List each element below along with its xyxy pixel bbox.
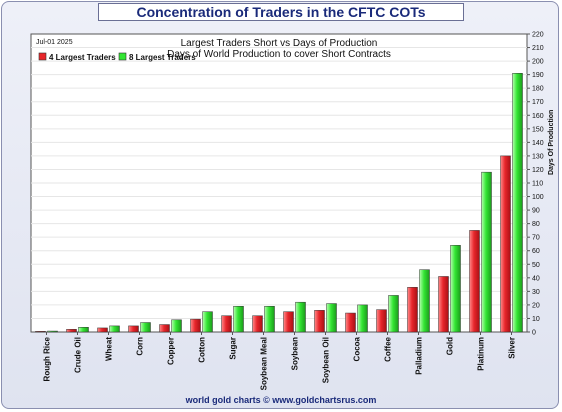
chart-subtitle-2: Days of World Production to cover Short … (167, 49, 391, 60)
legend-swatch-2 (118, 52, 127, 61)
y-tick-label: 140 (532, 140, 544, 147)
bar-top4-corn (128, 325, 139, 333)
x-tick-label: Copper (167, 337, 176, 365)
y-tick-label: 130 (532, 153, 544, 160)
y-tick-label: 120 (532, 167, 544, 174)
bar-top8-rough-rice (47, 330, 58, 333)
bar-top4-coffee (376, 309, 387, 333)
bar-top8-silver (512, 73, 523, 333)
bar-top4-rough-rice (35, 331, 46, 333)
legend-label-2: 8 Largest Traders (129, 53, 196, 62)
bar-top4-cotton (190, 318, 201, 333)
y-tick-label: 150 (532, 126, 544, 133)
bar-top8-palladium (419, 269, 430, 333)
x-tick-label: Coffee (384, 336, 393, 361)
y-tick-label: 200 (532, 59, 544, 66)
bar-top8-sugar (233, 306, 244, 333)
y-tick-label: 50 (532, 262, 540, 269)
y-tick-label: 210 (532, 45, 544, 52)
bar-top4-wheat (97, 327, 108, 333)
x-tick-label: Silver (508, 337, 517, 359)
bar-top8-soybean (295, 301, 306, 333)
bar-top4-soybean-meal (252, 315, 263, 333)
bar-top4-copper (159, 324, 170, 333)
y-tick-label: 60 (532, 248, 540, 255)
x-tick-label: Crude Oil (74, 337, 83, 373)
bar-top4-platinum (469, 230, 480, 333)
y-tick-label: 70 (532, 235, 540, 242)
y-tick-label: 160 (532, 113, 544, 120)
chart-main-title: Concentration of Traders in the CFTC COT… (98, 3, 464, 21)
y-tick-label: 10 (532, 316, 540, 323)
y-tick-label: 0 (532, 330, 536, 337)
bar-top8-coffee (388, 295, 399, 333)
bar-top4-soybean (283, 311, 294, 333)
footer-credit: world gold charts © www.goldchartsrus.co… (185, 395, 377, 405)
bar-top8-platinum (481, 171, 492, 333)
x-tick-label: Cotton (198, 337, 207, 363)
bar-top8-soybean-meal (264, 306, 275, 333)
bar-top8-copper (171, 319, 182, 333)
x-tick-label: Soybean Oil (322, 337, 331, 383)
y-axis-label: Days Of Production (548, 110, 555, 175)
bar-top4-sugar (221, 315, 232, 333)
y-tick-label: 80 (532, 221, 540, 228)
bar-top8-cotton (202, 311, 213, 333)
bar-top4-palladium (407, 287, 418, 333)
legend-swatch-1 (38, 52, 47, 61)
y-tick-label: 100 (532, 194, 544, 201)
chart-date: Jul-01 2025 (36, 39, 73, 46)
x-tick-label: Platinum (477, 337, 486, 371)
bar-top8-soybean-oil (326, 303, 337, 333)
y-tick-label: 40 (532, 275, 540, 282)
bar-top4-cocoa (345, 312, 356, 333)
y-tick-label: 30 (532, 289, 540, 296)
bar-top4-soybean-oil (314, 310, 325, 333)
bar-top4-silver (500, 155, 511, 333)
bar-top8-wheat (109, 325, 120, 333)
y-tick-label: 170 (532, 99, 544, 106)
x-tick-label: Cocoa (353, 336, 362, 361)
y-tick-label: 180 (532, 86, 544, 93)
bar-top8-crude-oil (78, 327, 89, 333)
chart-subtitle-1: Largest Traders Short vs Days of Product… (181, 38, 378, 49)
legend-label-1: 4 Largest Traders (49, 53, 116, 62)
bar-top8-corn (140, 322, 151, 333)
y-tick-label: 20 (532, 302, 540, 309)
y-tick-label: 220 (532, 32, 544, 39)
y-tick-label: 190 (532, 72, 544, 79)
x-tick-label: Sugar (229, 337, 238, 360)
x-tick-label: Soybean (291, 337, 300, 370)
x-tick-label: Palladium (415, 337, 424, 375)
x-tick-label: Wheat (105, 337, 114, 361)
x-tick-label: Soybean Meal (260, 337, 269, 390)
x-tick-label: Rough Rice (43, 336, 52, 381)
bar-top4-crude-oil (66, 329, 77, 333)
x-tick-label: Gold (446, 337, 455, 355)
x-tick-label: Corn (136, 337, 145, 356)
y-tick-label: 90 (532, 208, 540, 215)
y-tick-label: 110 (532, 181, 543, 188)
bar-top8-gold (450, 245, 461, 333)
bar-top4-gold (438, 276, 449, 333)
bar-top8-cocoa (357, 304, 368, 333)
